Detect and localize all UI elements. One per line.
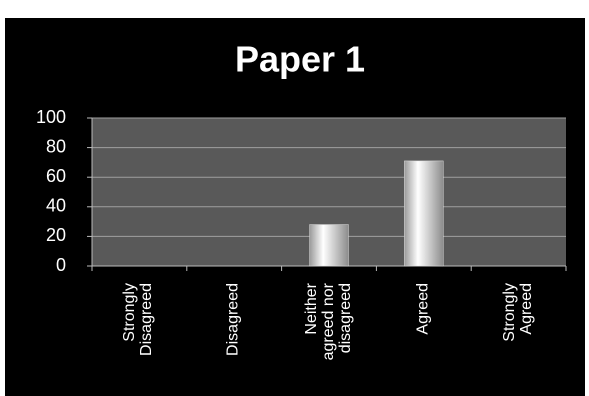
y-tick-label: 100 [36, 107, 66, 127]
x-tick-label: Strongly Disagreed [121, 283, 156, 356]
chart-title: Paper 1 [235, 39, 365, 80]
x-tick-label: Disagreed [224, 283, 242, 356]
x-tick-label: Agreed [414, 283, 432, 335]
y-tick-label: 20 [46, 225, 66, 245]
y-tick-label: 0 [56, 255, 66, 275]
bar [309, 224, 349, 267]
x-tick-label: Strongly Agreed [500, 283, 535, 342]
x-tick-label: Neither agreed nor disagreed [302, 283, 354, 361]
y-tick-label: 60 [46, 166, 66, 186]
bar [404, 160, 444, 267]
y-tick-label: 40 [46, 196, 66, 216]
y-tick-label: 80 [46, 136, 66, 156]
